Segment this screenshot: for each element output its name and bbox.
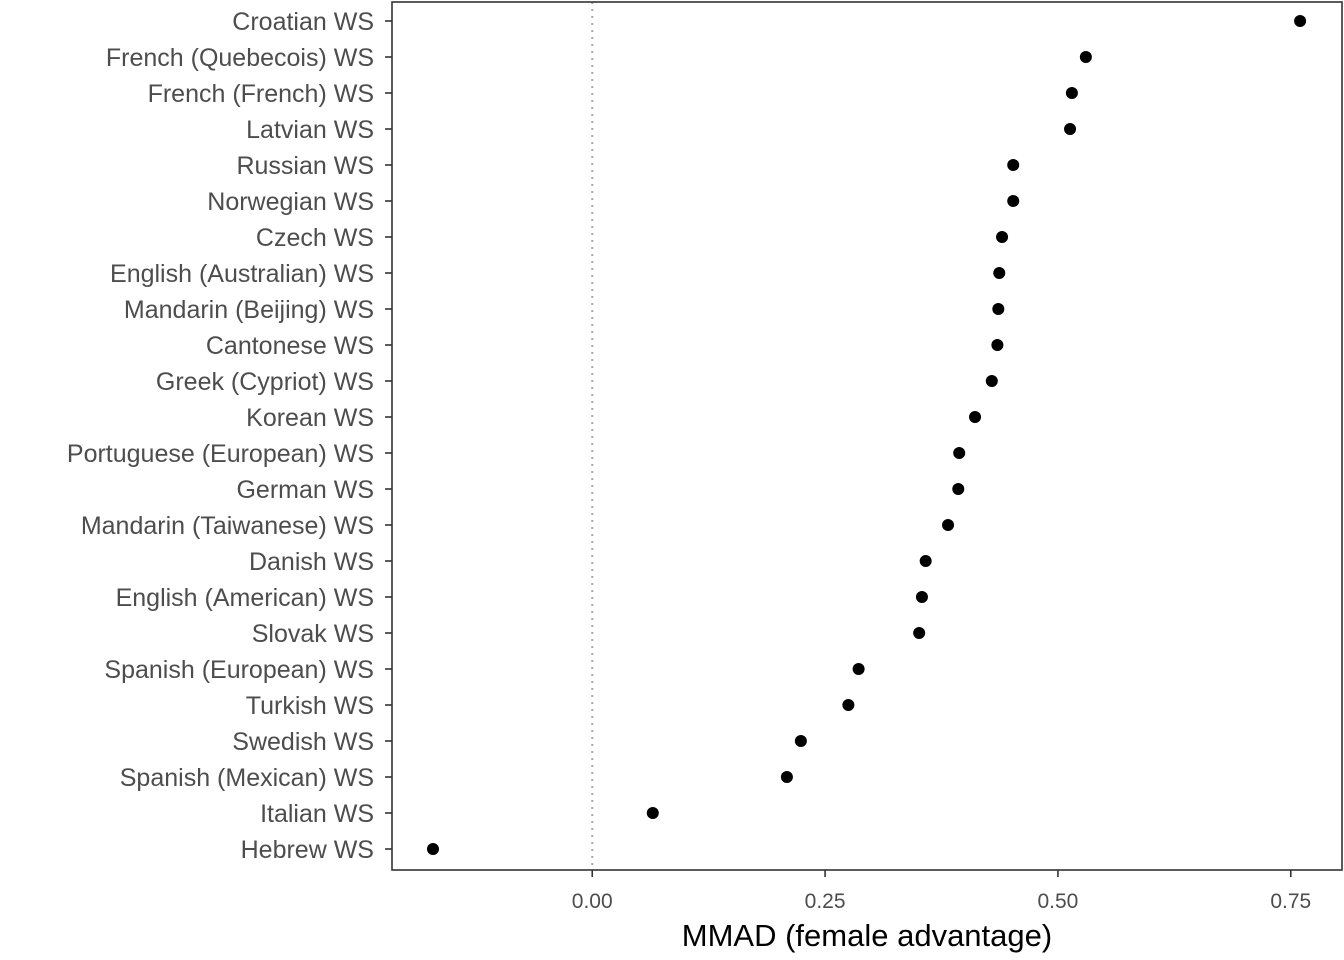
y-tick-label: English (American) WS bbox=[116, 584, 374, 612]
data-point bbox=[426, 843, 439, 855]
data-points bbox=[426, 15, 1307, 855]
y-tick-label: Danish WS bbox=[249, 548, 374, 576]
data-point bbox=[913, 627, 926, 639]
data-point bbox=[1007, 159, 1020, 171]
y-tick-label: Spanish (Mexican) WS bbox=[120, 764, 374, 792]
data-point bbox=[996, 231, 1009, 243]
data-point bbox=[985, 375, 998, 387]
y-tick-label: French (Quebecois) WS bbox=[106, 44, 374, 72]
data-point bbox=[991, 339, 1004, 351]
y-tick-label: Norwegian WS bbox=[207, 188, 374, 216]
y-tick-label: Mandarin (Beijing) WS bbox=[124, 296, 374, 324]
data-point bbox=[1294, 15, 1307, 27]
x-tick-label: 0.25 bbox=[805, 890, 846, 913]
y-tick-label: French (French) WS bbox=[148, 80, 374, 108]
y-tick-label: Spanish (European) WS bbox=[104, 656, 374, 684]
y-tick-label: Greek (Cypriot) WS bbox=[156, 368, 374, 396]
data-point bbox=[1064, 123, 1077, 135]
y-tick-label: Swedish WS bbox=[232, 728, 374, 756]
x-tick-label: 0.00 bbox=[572, 890, 613, 913]
y-tick-label: English (Australian) WS bbox=[110, 260, 374, 288]
y-tick-label: Italian WS bbox=[260, 800, 374, 828]
y-tick-label: Croatian WS bbox=[232, 8, 374, 36]
data-point bbox=[953, 447, 966, 459]
data-point bbox=[915, 591, 928, 603]
data-point bbox=[646, 807, 659, 819]
y-axis: Croatian WS French (Quebecois) WS French (… bbox=[67, 8, 392, 864]
data-point bbox=[1007, 195, 1020, 207]
panel-border bbox=[391, 1, 1343, 871]
data-point bbox=[993, 267, 1006, 279]
y-tick-label: Mandarin (Taiwanese) WS bbox=[81, 512, 374, 540]
y-tick-label: Cantonese WS bbox=[206, 332, 374, 360]
data-point bbox=[919, 555, 932, 567]
data-point bbox=[852, 663, 865, 675]
data-point bbox=[780, 771, 793, 783]
y-tick-label: Hebrew WS bbox=[241, 836, 374, 864]
y-tick-label: Korean WS bbox=[246, 404, 374, 432]
y-tick-label: Slovak WS bbox=[252, 620, 374, 648]
data-point bbox=[952, 483, 965, 495]
data-point bbox=[794, 735, 807, 747]
data-point bbox=[942, 519, 955, 531]
data-point bbox=[842, 699, 855, 711]
data-point bbox=[969, 411, 982, 423]
y-tick-label: Czech WS bbox=[256, 224, 374, 252]
y-tick-label: Portuguese (European) WS bbox=[67, 440, 374, 468]
x-axis: 0.00 0.25 0.50 0.75 bbox=[572, 870, 1311, 913]
x-tick-label: 0.75 bbox=[1270, 890, 1311, 913]
y-tick-label: Latvian WS bbox=[246, 116, 374, 144]
y-tick-label: Turkish WS bbox=[246, 692, 374, 720]
x-tick-label: 0.50 bbox=[1037, 890, 1078, 913]
data-point bbox=[1065, 87, 1078, 99]
y-tick-label: Russian WS bbox=[236, 152, 374, 180]
x-axis-title: MMAD (female advantage) bbox=[682, 918, 1052, 953]
y-tick-label: German WS bbox=[236, 476, 374, 504]
data-point bbox=[992, 303, 1005, 315]
data-point bbox=[1079, 51, 1092, 63]
